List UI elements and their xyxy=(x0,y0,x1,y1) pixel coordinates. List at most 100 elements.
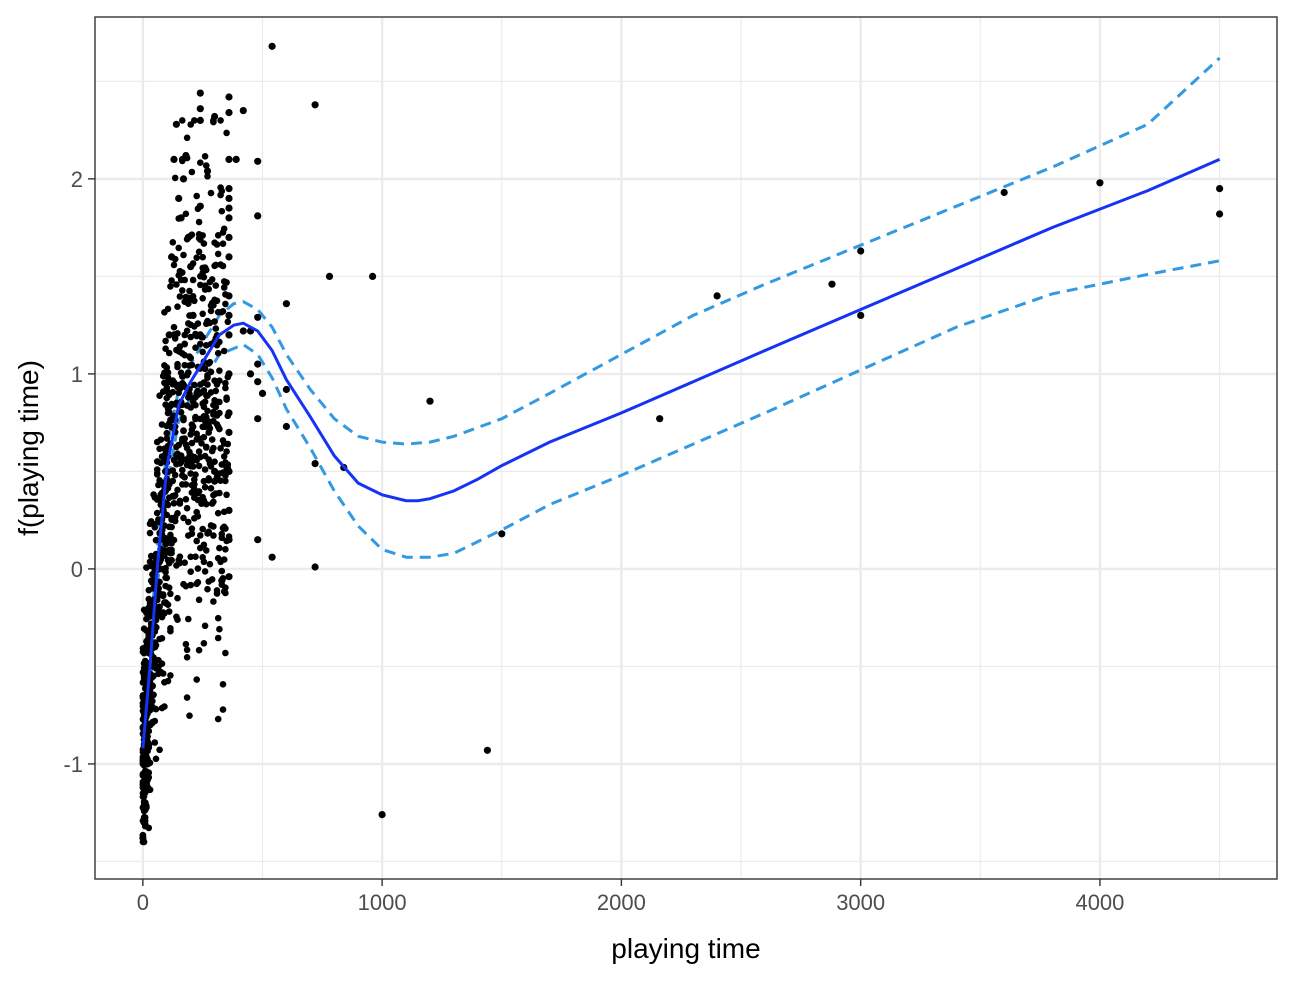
data-point xyxy=(192,415,199,423)
data-point xyxy=(163,394,171,402)
data-point xyxy=(183,646,191,654)
data-point xyxy=(175,194,183,202)
data-point xyxy=(254,536,262,544)
data-point xyxy=(199,253,206,261)
data-point xyxy=(483,746,491,754)
data-point xyxy=(223,129,230,137)
data-point xyxy=(196,89,204,97)
data-point xyxy=(179,466,186,474)
data-point xyxy=(186,712,193,719)
data-point xyxy=(152,755,160,763)
data-point xyxy=(179,373,186,380)
data-point xyxy=(225,467,233,475)
data-point xyxy=(150,520,157,528)
data-point xyxy=(1216,210,1224,218)
data-point xyxy=(225,155,233,163)
data-point xyxy=(185,518,192,526)
data-point xyxy=(204,374,211,382)
data-point xyxy=(156,578,163,586)
data-point xyxy=(193,436,200,443)
data-point xyxy=(164,374,172,381)
data-point xyxy=(193,192,200,200)
data-point xyxy=(140,649,148,657)
data-point xyxy=(188,530,196,537)
data-point xyxy=(203,443,210,451)
data-point xyxy=(194,565,202,572)
data-point xyxy=(204,407,211,415)
data-point xyxy=(210,598,217,605)
data-point xyxy=(219,706,227,713)
data-point xyxy=(199,310,206,318)
x-tick-label: 3000 xyxy=(836,890,885,915)
data-point xyxy=(187,568,194,575)
data-point xyxy=(199,423,206,431)
data-point xyxy=(185,294,192,302)
data-point xyxy=(225,409,233,417)
data-point xyxy=(165,546,173,554)
y-tick-label: 1 xyxy=(71,362,83,387)
data-point xyxy=(196,105,204,113)
data-point xyxy=(185,320,192,327)
data-point xyxy=(225,185,233,193)
data-point xyxy=(185,394,192,401)
data-point xyxy=(169,388,177,396)
data-point xyxy=(192,553,199,560)
data-point xyxy=(156,611,163,618)
data-point xyxy=(713,292,721,300)
data-point xyxy=(201,622,209,630)
data-point xyxy=(177,452,185,459)
data-point xyxy=(206,560,214,568)
data-point xyxy=(203,392,210,399)
data-point xyxy=(195,448,203,455)
data-point xyxy=(225,214,233,222)
data-point xyxy=(167,283,174,290)
data-point xyxy=(139,834,147,842)
data-point xyxy=(254,212,262,220)
data-point xyxy=(162,564,169,572)
data-point xyxy=(142,779,150,788)
data-point xyxy=(146,600,154,607)
data-point xyxy=(196,202,204,210)
data-point xyxy=(225,253,233,261)
data-point xyxy=(182,496,190,503)
data-point xyxy=(210,532,217,539)
data-point xyxy=(144,760,152,768)
data-point xyxy=(219,262,227,270)
data-point xyxy=(176,559,184,567)
data-point xyxy=(203,500,210,508)
data-point xyxy=(194,513,202,520)
data-point xyxy=(188,168,196,176)
data-point xyxy=(162,599,169,606)
data-point xyxy=(216,425,223,433)
data-point xyxy=(197,389,204,397)
data-point xyxy=(165,480,173,488)
data-point xyxy=(182,151,190,160)
data-point xyxy=(170,323,178,331)
data-point xyxy=(170,155,178,163)
data-point xyxy=(214,614,222,622)
data-point xyxy=(213,241,221,248)
data-point xyxy=(220,556,228,563)
data-point xyxy=(161,309,168,316)
data-point xyxy=(164,556,172,564)
panel-border xyxy=(94,16,1278,880)
data-point xyxy=(179,117,186,124)
data-point xyxy=(212,403,220,411)
data-point xyxy=(145,740,153,749)
data-point xyxy=(222,379,229,387)
data-point xyxy=(311,101,319,109)
data-point xyxy=(210,498,217,506)
data-point xyxy=(139,669,147,676)
data-point xyxy=(141,664,149,671)
data-point xyxy=(213,587,221,594)
data-point xyxy=(170,500,178,507)
data-point xyxy=(225,573,233,581)
data-point xyxy=(195,596,203,604)
data-point xyxy=(169,467,177,474)
data-point xyxy=(196,331,204,339)
data-point xyxy=(212,387,220,395)
data-point xyxy=(214,509,222,517)
data-point xyxy=(153,470,161,477)
data-point xyxy=(161,456,168,464)
data-point xyxy=(225,428,233,436)
